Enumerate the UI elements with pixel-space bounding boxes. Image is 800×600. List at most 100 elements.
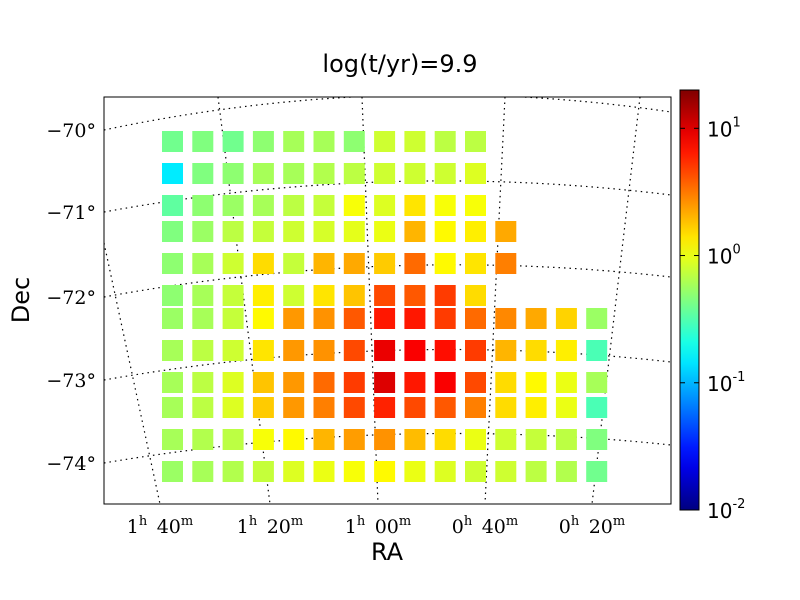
- heatmap-cell: [495, 340, 517, 361]
- heatmap-cell: [404, 461, 426, 482]
- heatmap-cell: [252, 372, 274, 393]
- heatmap-cell: [192, 397, 214, 418]
- heatmap-cell: [313, 253, 335, 274]
- heatmap-cell: [313, 163, 335, 184]
- heatmap-cell: [283, 372, 305, 393]
- heatmap-cell: [374, 340, 396, 361]
- heatmap-cell: [192, 253, 214, 274]
- heatmap-cell: [343, 340, 365, 361]
- heatmap-cell: [525, 429, 547, 450]
- heatmap-cell: [404, 429, 426, 450]
- heatmap-cell: [404, 340, 426, 361]
- heatmap-cell: [313, 461, 335, 482]
- heatmap-cell: [555, 340, 577, 361]
- heatmap-cell: [434, 340, 456, 361]
- heatmap-cell: [343, 308, 365, 329]
- heatmap-cell: [222, 195, 244, 216]
- heatmap-cell: [162, 221, 183, 242]
- heatmap-cell: [222, 131, 244, 152]
- heatmap-cell: [343, 221, 365, 242]
- heatmap-cell: [404, 397, 426, 418]
- heatmap-cell: [374, 163, 396, 184]
- heatmap-cell: [343, 253, 365, 274]
- heatmap-cell: [525, 308, 547, 329]
- heatmap-cell: [525, 461, 547, 482]
- colorbar-tick-label: 10-2: [707, 497, 745, 523]
- heatmap-cell: [252, 253, 274, 274]
- heatmap-cell: [222, 163, 244, 184]
- heatmap-cell: [555, 397, 577, 418]
- heatmap-cell: [465, 340, 486, 361]
- heatmap-cell: [404, 285, 426, 306]
- heatmap-cell: [162, 397, 183, 418]
- heatmap-cell: [192, 195, 214, 216]
- heatmap-cell: [162, 429, 183, 450]
- heatmap-cell: [252, 308, 274, 329]
- heatmap-cell: [283, 285, 305, 306]
- heatmap-cell: [343, 195, 365, 216]
- heatmap-cell: [222, 461, 244, 482]
- heatmap-cell: [465, 308, 486, 329]
- heatmap-cell: [434, 308, 456, 329]
- heatmap-cell: [465, 429, 486, 450]
- heatmap-cell: [283, 461, 305, 482]
- heatmap-cell: [313, 195, 335, 216]
- heatmap-cell: [192, 221, 214, 242]
- heatmap-cell: [525, 340, 547, 361]
- heatmap-cell: [465, 461, 486, 482]
- heatmap-cell: [252, 163, 274, 184]
- heatmap-cell: [283, 429, 305, 450]
- heatmap-cell: [283, 397, 305, 418]
- heatmap-cell: [222, 308, 244, 329]
- heatmap-cell: [434, 131, 456, 152]
- heatmap-cell: [495, 308, 517, 329]
- heatmap-cell: [283, 131, 305, 152]
- heatmap-cell: [465, 285, 486, 306]
- heatmap-cell: [404, 195, 426, 216]
- heatmap-cell: [586, 308, 608, 329]
- y-tick-label: −71°: [46, 202, 96, 224]
- heatmap-cell: [525, 397, 547, 418]
- heatmap-cell: [222, 221, 244, 242]
- heatmap-cell: [283, 253, 305, 274]
- heatmap-cell: [434, 372, 456, 393]
- heatmap-cell: [222, 340, 244, 361]
- heatmap-cell: [404, 131, 426, 152]
- heatmap-cell: [162, 461, 183, 482]
- heatmap-cell: [465, 195, 486, 216]
- heatmap-cell: [343, 163, 365, 184]
- heatmap-cell: [374, 253, 396, 274]
- heatmap-cell: [162, 195, 183, 216]
- heatmap-cell: [374, 308, 396, 329]
- heatmap-cell: [495, 372, 517, 393]
- heatmap-cell: [192, 285, 214, 306]
- heatmap-cell: [555, 461, 577, 482]
- heatmap-cell: [434, 221, 456, 242]
- heatmap-cell: [252, 429, 274, 450]
- heatmap-cell: [252, 131, 274, 152]
- heatmap-cell: [586, 372, 608, 393]
- heatmap-cell: [252, 195, 274, 216]
- y-tick-label: −74°: [46, 453, 96, 475]
- heatmap-cell: [192, 461, 214, 482]
- y-axis-label: Dec: [7, 277, 35, 323]
- heatmap-cell: [162, 308, 183, 329]
- heatmap-cell: [586, 397, 608, 418]
- heatmap-cell: [192, 163, 214, 184]
- heatmap-cell: [343, 285, 365, 306]
- heatmap-cell: [434, 397, 456, 418]
- heatmap-cell: [374, 285, 396, 306]
- heatmap-cell: [162, 253, 183, 274]
- heatmap-cell: [465, 397, 486, 418]
- heatmap-cell: [434, 253, 456, 274]
- heatmap-cell: [162, 372, 183, 393]
- ra-gridline: [104, 242, 161, 504]
- heatmap-cell: [222, 253, 244, 274]
- y-tick-label: −73°: [46, 370, 96, 392]
- y-tick-label: −72°: [46, 287, 96, 309]
- heatmap-cell: [555, 429, 577, 450]
- heatmap-cell: [555, 308, 577, 329]
- dec-gridline: [104, 97, 671, 131]
- x-tick-label: 1h 40m: [127, 514, 193, 538]
- heatmap-cell: [252, 340, 274, 361]
